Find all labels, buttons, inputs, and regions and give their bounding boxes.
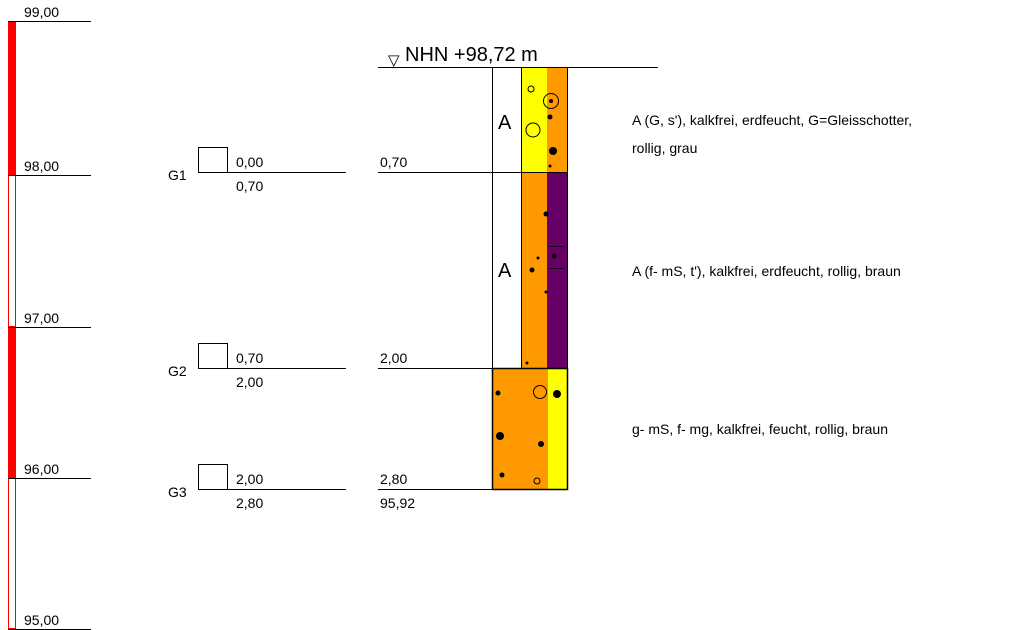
depth-mark-label: 2,00 xyxy=(380,350,407,366)
sample-id: G3 xyxy=(168,484,187,500)
gravel-symbol xyxy=(527,85,535,93)
sample-g2: G2 0,70 2,00 xyxy=(168,343,346,390)
water-level-label: NHN +98,72 m xyxy=(405,44,538,66)
sample-bottom-depth: 2,80 xyxy=(236,495,263,511)
scale-segment-filled xyxy=(8,21,16,175)
sand-dot xyxy=(547,114,553,120)
sand-dot xyxy=(553,390,561,398)
depth-marks: 0,70 2,00 2,80 95,92 xyxy=(378,154,492,511)
layer-fill-secondary xyxy=(547,68,567,172)
sand-dot xyxy=(538,441,544,447)
layer-code: A xyxy=(498,112,512,134)
layer-frame xyxy=(491,367,569,491)
layer-2-description: A (f- mS, t'), kalkfrei, erdfeucht, roll… xyxy=(632,263,901,279)
sand-dot xyxy=(525,361,529,365)
gravel-symbol xyxy=(525,122,541,138)
sample-id: G2 xyxy=(168,363,187,379)
scale-label-99: 99,00 xyxy=(24,4,59,20)
sand-dot xyxy=(543,211,549,217)
depth-mark-label: 2,80 xyxy=(380,471,407,487)
layer-fill-primary xyxy=(492,369,548,489)
scale-segment-filled xyxy=(8,327,16,478)
layer-code: A xyxy=(498,260,512,282)
borehole-column: A A xyxy=(491,67,569,491)
layer-3 xyxy=(491,367,569,491)
layer-fill-secondary xyxy=(548,369,567,489)
sand-dot xyxy=(499,472,505,478)
base-elevation-label: 95,92 xyxy=(380,495,415,511)
scale-segment-empty xyxy=(8,175,16,327)
sand-dot xyxy=(496,432,504,440)
sample-top-depth: 2,00 xyxy=(236,471,263,487)
scale-segment-empty xyxy=(8,478,16,629)
sand-dot xyxy=(549,99,553,103)
sand-dot xyxy=(551,253,557,259)
sample-top-depth: 0,00 xyxy=(236,154,263,170)
elevation-scale: 99,00 98,00 97,00 96,00 95,00 xyxy=(8,4,91,630)
sand-dot xyxy=(495,390,501,396)
layer-1-description-line1: A (G, s'), kalkfrei, erdfeucht, G=Gleiss… xyxy=(632,112,912,128)
water-level: ▽ NHN +98,72 m xyxy=(378,44,658,69)
sample-g1: G1 0,00 0,70 xyxy=(168,147,346,194)
scale-label-98: 98,00 xyxy=(24,158,59,174)
layer-fill-primary xyxy=(522,173,547,368)
layer-fill-primary xyxy=(522,68,547,172)
sample-bottom-depth: 2,00 xyxy=(236,374,263,390)
sand-dot xyxy=(544,290,548,294)
scale-label-95: 95,00 xyxy=(24,612,59,628)
sample-box xyxy=(198,147,228,173)
layer-descriptions: A (G, s'), kalkfrei, erdfeucht, G=Gleiss… xyxy=(632,112,912,437)
sample-bottom-depth: 0,70 xyxy=(236,178,263,194)
layer-3-description: g- mS, f- mg, kalkfrei, feucht, rollig, … xyxy=(632,421,888,437)
layer-1-description-line2: rollig, grau xyxy=(632,140,697,156)
sand-dot xyxy=(529,267,535,273)
layer-code-cell xyxy=(492,172,522,369)
water-level-symbol: ▽ xyxy=(388,51,400,69)
layer-fill-secondary xyxy=(547,173,567,368)
depth-mark-label: 0,70 xyxy=(380,154,407,170)
layer-2: A xyxy=(492,172,568,369)
sample-box xyxy=(198,464,228,490)
gravel-symbol xyxy=(533,477,541,485)
sample-box xyxy=(198,343,228,369)
sand-dot xyxy=(548,164,552,168)
sample-id: G1 xyxy=(168,167,187,183)
sand-dot xyxy=(536,256,540,260)
layer-code-cell xyxy=(492,67,522,173)
scale-label-96: 96,00 xyxy=(24,461,59,477)
sample-g3: G3 2,00 2,80 xyxy=(168,464,346,511)
layer-1: A xyxy=(492,67,568,173)
gravel-symbol xyxy=(533,385,547,399)
scale-label-97: 97,00 xyxy=(24,310,59,326)
gravel-symbol xyxy=(543,93,559,109)
sand-dot xyxy=(549,147,557,155)
sample-top-depth: 0,70 xyxy=(236,350,263,366)
